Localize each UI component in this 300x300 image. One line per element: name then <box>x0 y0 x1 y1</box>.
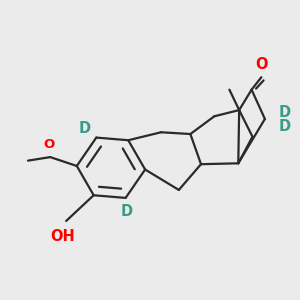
Text: D: D <box>279 105 291 120</box>
Text: OH: OH <box>50 229 75 244</box>
Text: D: D <box>79 121 91 136</box>
Text: D: D <box>120 204 133 219</box>
Text: D: D <box>279 119 291 134</box>
Text: O: O <box>255 57 268 72</box>
Text: O: O <box>44 138 55 151</box>
